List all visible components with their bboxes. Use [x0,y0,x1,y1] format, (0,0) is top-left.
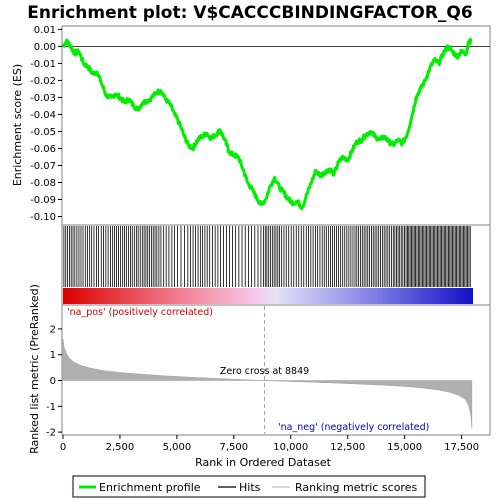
es-y-tick-label: -0.04 [30,110,56,121]
es-y-tick-label: -0.10 [30,212,56,223]
x-tick-label: 15,000 [387,442,422,453]
legend-hits-label: Hits [239,481,261,494]
es-panel: 0.01 0.00 -0.01 -0.02 -0.03 -0.04 -0.05 -0.06 -0… [11,25,491,226]
metric-y-tick-label: 2 [50,324,56,335]
es-y-tick-label: 0.00 [34,42,56,53]
metric-y-tick-label: -1 [46,402,56,413]
x-tick-label: 7,500 [220,442,249,453]
es-y-tick-label: -0.02 [30,76,56,87]
x-tick-label: 2,500 [106,442,135,453]
hits-panel [61,224,491,306]
metric-y-axis-label: Ranked list metric (PreRanked) [28,284,41,454]
negative-correlation-label: 'na_neg' (negatively correlated) [278,422,429,433]
metric-y-tick-label: 1 [50,350,56,361]
es-y-tick-label: -0.01 [30,59,56,70]
legend-metric-label: Ranking metric scores [295,481,417,494]
metric-plot-frame [61,304,491,436]
es-y-tick-label: -0.05 [30,127,56,138]
legend: Enrichment profile Hits Ranking metric s… [72,475,426,498]
chart-title: Enrichment plot: V$CACCCBINDINGFACTOR_Q6 [27,3,472,23]
es-y-ticks: 0.01 0.00 -0.01 -0.02 -0.03 -0.04 -0.05 -0.06 -0… [30,25,62,223]
es-y-tick-label: 0.01 [34,25,56,36]
legend-box [72,475,426,498]
x-tick-label: 10,000 [273,442,308,453]
x-tick-label: 17,500 [444,442,479,453]
hit-lines [63,226,471,287]
rank-color-bar [63,288,473,304]
legend-enrichment-label: Enrichment profile [99,481,201,494]
metric-panel: Zero cross at 8849 'na_pos' (positively … [28,284,491,469]
x-tick-label: 12,500 [330,442,365,453]
es-y-axis-label: Enrichment score (ES) [11,64,24,186]
es-plot-frame [61,25,491,226]
x-tick-label: 5,000 [163,442,192,453]
es-y-tick-label: -0.07 [30,161,56,172]
x-axis-label: Rank in Ordered Dataset [195,456,332,469]
enrichment-profile-line [61,37,473,211]
metric-x-ticks: 0 2,500 5,000 7,500 10,000 12,500 15,000 17,500 [60,435,479,453]
x-tick-label: 0 [60,442,66,453]
es-y-tick-label: -0.03 [30,93,56,104]
es-y-tick-label: -0.09 [30,195,56,206]
metric-y-tick-label: -2 [46,428,56,439]
metric-y-ticks: 2 1 0 -1 -2 [46,324,62,439]
positive-correlation-label: 'na_pos' (positively correlated) [67,307,213,318]
es-y-tick-label: -0.08 [30,178,56,189]
es-y-tick-label: -0.06 [30,144,56,155]
zero-cross-label: Zero cross at 8849 [220,366,309,377]
ranking-metric-area [62,339,473,429]
metric-y-tick-label: 0 [50,376,56,387]
